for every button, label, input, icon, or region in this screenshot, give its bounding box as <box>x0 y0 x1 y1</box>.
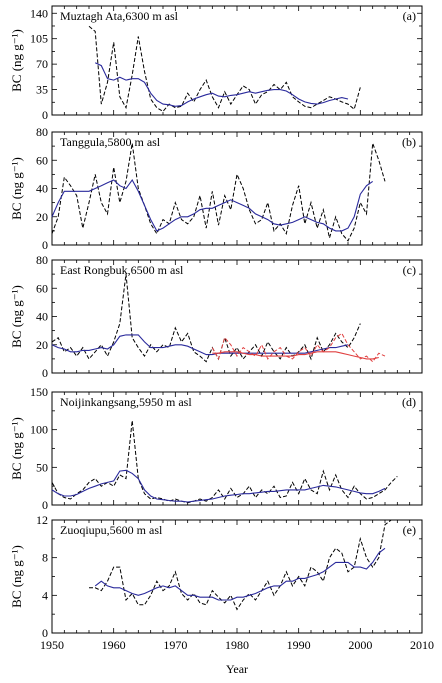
y-tick-label: 8 <box>42 551 48 565</box>
y-tick-label: 60 <box>36 281 48 295</box>
y-axis-label: BC (ng g⁻¹) <box>9 285 24 348</box>
series-line-dashed <box>51 420 398 504</box>
series-line-smoothed <box>94 547 386 601</box>
y-tick-label: 80 <box>36 253 48 267</box>
series-line-smoothed <box>51 334 349 356</box>
panel-label: (c) <box>403 263 416 277</box>
y-tick-label: 0 <box>42 108 48 122</box>
y-tick-label: 140 <box>30 6 48 20</box>
y-tick-label: 35 <box>36 83 48 97</box>
y-tick-label: 0 <box>42 498 48 512</box>
y-tick-label: 4 <box>42 588 48 602</box>
series-line-dashed <box>211 332 386 363</box>
panel-2: 0 20 40 60 80 BC (ng g⁻¹) Tanggula,5800 m asl (… <box>9 125 423 252</box>
series-line-smoothed <box>94 62 349 107</box>
panel-5: 0 4 8 12 BC (ng g⁻¹) Zuoqiupu,5600 m asl (e) <box>9 513 423 640</box>
y-axis-label: BC (ng g⁻¹) <box>9 417 24 480</box>
y-tick-label: 150 <box>30 385 48 399</box>
y-tick-label: 20 <box>36 338 48 352</box>
x-tick-label: 1950 <box>40 638 64 652</box>
y-tick-label: 50 <box>36 460 48 474</box>
x-tick-label: 2000 <box>348 638 372 652</box>
y-tick-label: 0 <box>42 366 48 380</box>
y-tick-label: 40 <box>36 182 48 196</box>
y-tick-label: 60 <box>36 153 48 167</box>
panel-title: Tanggula,5800 m asl <box>60 135 161 149</box>
y-tick-label: 0 <box>42 626 48 640</box>
y-axis-label: BC (ng g⁻¹) <box>9 157 24 220</box>
panel-1: 0 35 70 105 140 BC (ng g⁻¹) Muztagh Ata,6300 m… <box>9 5 423 122</box>
y-tick-label: 70 <box>36 57 48 71</box>
x-axis-label: Year <box>226 662 248 676</box>
panel-label: (d) <box>402 395 416 409</box>
panel-3: 0 20 40 60 80 BC (ng g⁻¹) East Rongbuk,6500 m … <box>9 253 423 380</box>
x-tick-label: 2010 <box>410 638 434 652</box>
y-axis-label: BC (ng g⁻¹) <box>9 29 24 92</box>
y-tick-label: 0 <box>42 238 48 252</box>
series-line-smoothed <box>51 469 386 503</box>
series-line-dashed <box>89 519 392 611</box>
y-tick-label: 105 <box>30 32 48 46</box>
panel-label: (a) <box>403 9 416 23</box>
x-tick-label: 1960 <box>102 638 126 652</box>
panel-title: Zuoqiupu,5600 m asl <box>60 523 163 537</box>
y-tick-label: 12 <box>36 513 48 527</box>
panels: 0 35 70 105 140 BC (ng g⁻¹) Muztagh Ata,6300 m… <box>9 5 423 640</box>
y-tick-label: 20 <box>36 210 48 224</box>
panel-title: Muztagh Ata,6300 m asl <box>60 9 179 23</box>
series-line-smoothed <box>212 351 379 360</box>
panel-title: East Rongbuk,6500 m asl <box>60 263 184 277</box>
x-tick-label: 1970 <box>163 638 187 652</box>
panel-title: Noijinkangsang,5950 m asl <box>60 395 192 409</box>
series-line-dashed <box>51 143 386 242</box>
y-tick-label: 40 <box>36 310 48 324</box>
x-axis: 1950 1960 1970 1980 1990 2000 2010 <box>40 638 434 652</box>
y-tick-label: 100 <box>30 423 48 437</box>
series-line-dashed <box>88 25 361 113</box>
panel-label: (b) <box>402 135 416 149</box>
y-axis-label: BC (ng g⁻¹) <box>9 545 24 608</box>
panel-label: (e) <box>403 523 416 537</box>
series-line-smoothed <box>51 178 374 232</box>
panel-4: 0 50 100 150 BC (ng g⁻¹) Noijinkangsang,5950 … <box>9 385 423 512</box>
x-tick-label: 1980 <box>225 638 249 652</box>
y-tick-label: 80 <box>36 125 48 139</box>
x-tick-label: 1990 <box>287 638 311 652</box>
